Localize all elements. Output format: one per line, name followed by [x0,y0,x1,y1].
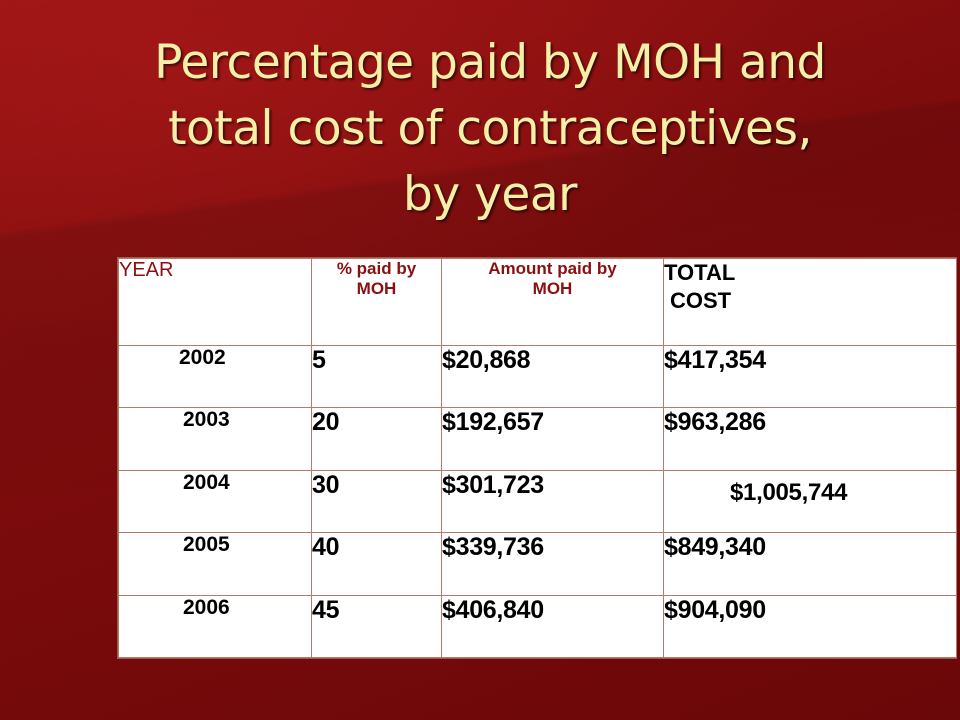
cell-year: 2004 [118,469,312,534]
header-total-cost: TOTAL COST [663,258,957,346]
table-row: 2003 20 $192,657 $963,286 [118,407,957,471]
table-row: 2005 40 $339,736 $849,340 [118,532,957,596]
cell-percent-paid: 20 [311,407,442,471]
table-row: 2006 45 $406,840 $904,090 [118,594,957,659]
cell-total-cost: $904,090 [663,594,957,659]
slide-title-line-3: by year [403,167,577,222]
cell-year: 2003 [118,407,312,471]
cell-year: 2006 [118,594,312,659]
contraceptive-cost-table: YEAR % paid by MOH Amount paid by MOH TO… [118,258,957,659]
cell-amount-paid: $406,840 [441,594,664,659]
cell-percent-paid: 30 [311,469,442,534]
cell-amount-paid: $192,657 [441,407,664,471]
table-header-row: YEAR % paid by MOH Amount paid by MOH TO… [118,258,957,346]
header-total-cost-line-2: COST [670,288,732,313]
cell-year: 2002 [118,344,312,409]
header-percent-paid-line-2: MOH [356,279,397,298]
cell-percent-paid: 5 [311,344,442,409]
cell-total-cost: $963,286 [663,407,957,471]
header-year-label: YEAR [119,259,174,281]
slide-title-line-2: total cost of contraceptives, [168,101,812,156]
cell-year: 2005 [118,532,312,596]
slide-title: Percentage paid by MOH and total cost of… [60,30,920,228]
data-table-container: YEAR % paid by MOH Amount paid by MOH TO… [118,258,957,659]
header-percent-paid-line-1: % paid by [336,259,417,278]
cell-percent-paid: 45 [311,594,442,659]
header-amount-paid-line-1: Amount paid by [488,259,617,278]
cell-amount-paid: $301,723 [441,469,664,534]
table-row: 2002 5 $20,868 $417,354 [118,344,957,409]
header-total-cost-line-1: TOTAL [664,260,736,285]
header-amount-paid-line-2: MOH [532,279,573,298]
slide-title-line-1: Percentage paid by MOH and [154,35,826,90]
cell-amount-paid: $20,868 [441,344,664,409]
header-year: YEAR [118,258,312,346]
cell-total-cost: $417,354 [663,344,957,409]
header-percent-paid: % paid by MOH [311,258,442,346]
table-row: 2004 30 $301,723 $1,005,744 [118,469,957,534]
cell-percent-paid: 40 [311,532,442,596]
header-amount-paid: Amount paid by MOH [441,258,664,346]
cell-amount-paid: $339,736 [441,532,664,596]
cell-total-cost: $849,340 [663,532,957,596]
cell-total-cost: $1,005,744 [663,469,957,534]
